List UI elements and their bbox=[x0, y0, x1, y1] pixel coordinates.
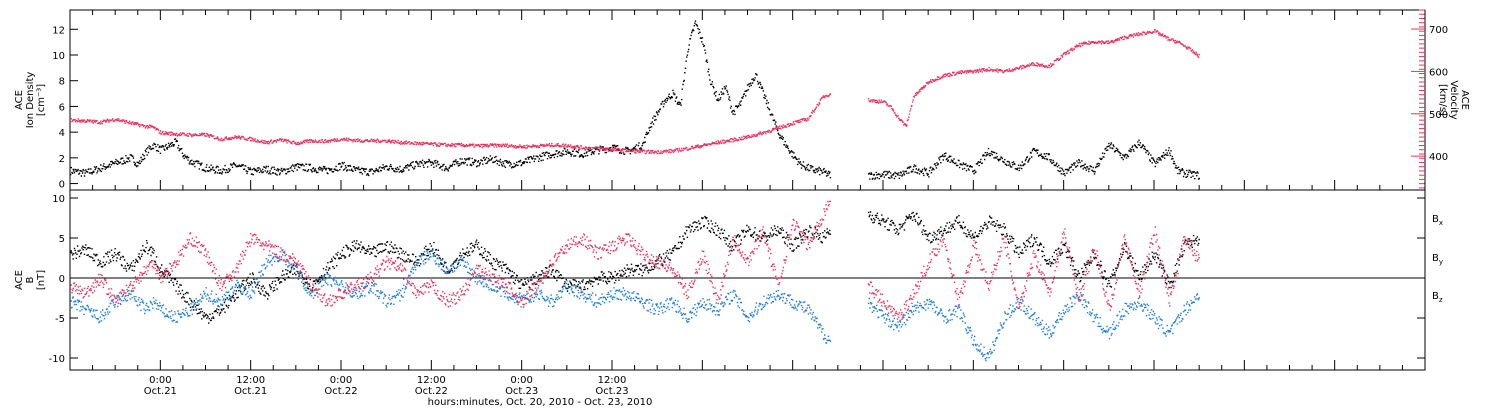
density-y-label-line3: [cm⁻³] bbox=[36, 84, 47, 116]
field-y-label-line2: B bbox=[25, 276, 36, 283]
field-tick-label: -5 bbox=[55, 314, 65, 325]
date-tick-label: Oct.23 bbox=[595, 386, 628, 397]
density-tick-label: 12 bbox=[52, 25, 65, 36]
legend-by: By bbox=[1432, 253, 1443, 266]
time-tick-label: 12:00 bbox=[417, 375, 446, 386]
magnetic-field-series bbox=[70, 200, 1200, 362]
date-tick-label: Oct.22 bbox=[324, 386, 357, 397]
magnetic-field-panel bbox=[69, 189, 1426, 371]
series-black-0 bbox=[70, 20, 1200, 180]
density-tick-label: 6 bbox=[59, 102, 65, 113]
velocity-tick-label: 500 bbox=[1429, 110, 1448, 121]
series-Bx-0 bbox=[70, 211, 1200, 324]
date-tick-label: Oct.22 bbox=[415, 386, 448, 397]
time-tick-label: 0:00 bbox=[330, 375, 352, 386]
field-tick-label: 0 bbox=[59, 274, 65, 285]
velocity-tick-label: 400 bbox=[1429, 152, 1448, 163]
series-red-1 bbox=[70, 29, 1200, 155]
legend-by-sub: y bbox=[1439, 258, 1443, 266]
velocity-tick-label: 700 bbox=[1429, 25, 1448, 36]
density-tick-label: 0 bbox=[59, 180, 65, 191]
density-tick-label: 8 bbox=[59, 77, 65, 88]
velocity-y-label: ACE Velocity [km/s] bbox=[1437, 80, 1470, 119]
series-By-1 bbox=[70, 249, 1200, 362]
date-tick-label: Oct.21 bbox=[144, 386, 177, 397]
legend-by-label: B bbox=[1432, 253, 1439, 264]
density-tick-label: 4 bbox=[59, 128, 65, 139]
density-tick-label: 10 bbox=[52, 51, 65, 62]
time-tick-label: 12:00 bbox=[598, 375, 627, 386]
field-y-label: ACE B [nT] bbox=[14, 270, 47, 290]
density-y-axis: 0 2 4 6 8 10 12 bbox=[52, 25, 78, 191]
density-velocity-panel bbox=[69, 9, 1426, 191]
time-tick-label: 12:00 bbox=[236, 375, 265, 386]
velocity-y-label-line3: [km/s] bbox=[1437, 84, 1448, 116]
date-tick-label: Oct.23 bbox=[505, 386, 538, 397]
legend-bz-label: B bbox=[1432, 291, 1439, 302]
time-tick-label: 0:00 bbox=[149, 375, 171, 386]
field-y-label-line1: ACE bbox=[14, 270, 25, 290]
field-tick-label: 10 bbox=[52, 194, 65, 205]
velocity-y-label-line1: ACE bbox=[1459, 90, 1470, 110]
legend-bz-sub: z bbox=[1439, 296, 1443, 304]
field-y-axis: -10 -5 0 5 10 bbox=[49, 194, 1425, 365]
field-legend: Bx By Bz bbox=[1432, 214, 1443, 304]
legend-bx-sub: x bbox=[1439, 219, 1443, 227]
density-y-label-line1: ACE bbox=[14, 90, 25, 110]
velocity-tick-label: 600 bbox=[1429, 67, 1448, 78]
x-axis-title: hours:minutes, Oct. 20, 2010 - Oct. 23, … bbox=[428, 397, 653, 408]
time-tick-label: 0:00 bbox=[510, 375, 532, 386]
legend-bx: Bx bbox=[1432, 214, 1443, 227]
date-tick-label: Oct.21 bbox=[234, 386, 267, 397]
field-tick-label: 5 bbox=[59, 234, 65, 245]
density-y-label: ACE Ion Density [cm⁻³] bbox=[14, 72, 47, 129]
time-x-axis: 0:00Oct.2112:00Oct.210:00Oct.2212:00Oct.… bbox=[69, 10, 1426, 397]
velocity-y-label-line2: Velocity bbox=[1448, 80, 1459, 119]
velocity-y-axis: 400 500 600 700 bbox=[1411, 9, 1448, 189]
legend-bx-label: B bbox=[1432, 214, 1439, 225]
series-Bz-2 bbox=[70, 200, 1200, 322]
density-tick-label: 2 bbox=[59, 154, 65, 165]
density-y-label-line2: Ion Density bbox=[25, 72, 36, 129]
field-tick-label: -10 bbox=[49, 354, 65, 365]
density-velocity-series bbox=[70, 20, 1200, 180]
legend-bz: Bz bbox=[1432, 291, 1443, 304]
field-y-label-line3: [nT] bbox=[36, 270, 47, 290]
